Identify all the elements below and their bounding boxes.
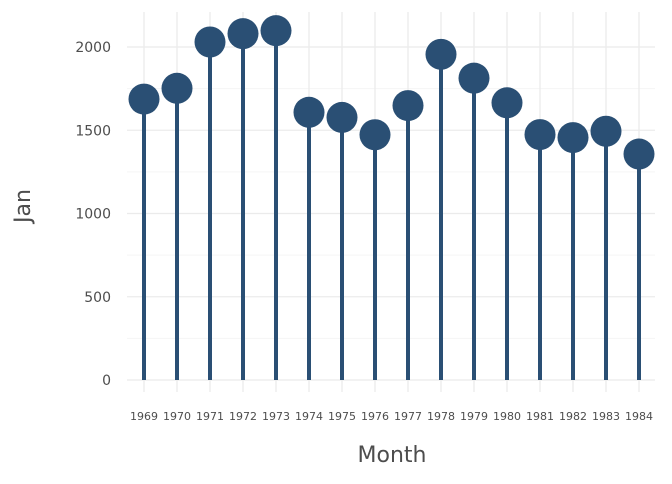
y-tick-label: 2000: [75, 40, 111, 56]
lollipop-dot: [326, 101, 358, 133]
x-tick-label: 1979: [460, 410, 488, 423]
x-tick-label: 1970: [163, 410, 191, 423]
x-axis-ticks: 1969 1970 1971 1972 1973 1974 1975 1976 1977 1978…: [130, 410, 653, 423]
y-axis-title: Jan: [11, 189, 36, 225]
lollipop-dot: [491, 87, 523, 119]
x-tick-label: 1976: [361, 410, 389, 423]
x-tick-label: 1969: [130, 410, 158, 423]
y-tick-label: 500: [84, 290, 111, 306]
lollipop-dot: [359, 119, 391, 151]
lollipop-dot: [227, 18, 259, 50]
lollipop-dot: [194, 26, 226, 58]
lollipop-dot: [161, 72, 193, 104]
x-tick-label: 1975: [328, 410, 356, 423]
lollipop-dot: [524, 119, 556, 151]
x-tick-label: 1972: [229, 410, 257, 423]
x-axis-title: Month: [358, 443, 427, 468]
lollipop-dot: [623, 138, 655, 170]
y-tick-label: 1000: [75, 207, 111, 223]
lollipop-dot: [392, 90, 424, 122]
lollipop-dots: [128, 15, 655, 170]
x-tick-label: 1973: [262, 410, 290, 423]
y-tick-label: 0: [102, 373, 111, 389]
x-tick-label: 1983: [592, 410, 620, 423]
lollipop-dot: [458, 62, 490, 94]
lollipop-dot: [425, 38, 457, 70]
x-tick-label: 1977: [394, 410, 422, 423]
x-tick-label: 1982: [559, 410, 587, 423]
x-tick-label: 1984: [625, 410, 653, 423]
y-tick-label: 1500: [75, 123, 111, 139]
lollipop-dot: [293, 96, 325, 128]
x-tick-label: 1981: [526, 410, 554, 423]
lollipop-dot: [590, 115, 622, 147]
lollipop-stems: [142, 30, 641, 380]
y-axis-ticks: 0 500 1000 1500 2000: [75, 40, 111, 389]
lollipop-dot: [128, 83, 160, 115]
x-tick-label: 1971: [196, 410, 224, 423]
lollipop-dot: [260, 15, 292, 47]
x-tick-label: 1978: [427, 410, 455, 423]
lollipop-dot: [557, 122, 589, 154]
x-tick-label: 1974: [295, 410, 323, 423]
x-tick-label: 1980: [493, 410, 521, 423]
grid-lines: [127, 12, 655, 392]
